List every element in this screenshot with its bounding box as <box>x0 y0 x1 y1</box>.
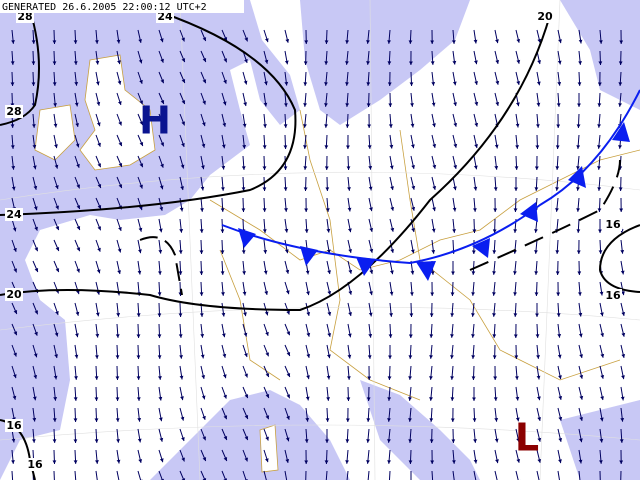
isobar-labels: 28 24 20 28 24 20 16 16 16 16 <box>5 10 622 471</box>
generated-stamp: GENERATED 26.6.2005 22:00:12 UTC+2 <box>2 2 207 13</box>
low-pressure: L <box>515 416 539 460</box>
isobar-label: 28 <box>17 10 32 23</box>
isobar-label: 16 <box>6 419 22 432</box>
high-pressure: H <box>139 99 171 143</box>
cold-front <box>221 89 640 281</box>
isobar-label: 24 <box>6 208 22 221</box>
isobar-label: 16 <box>605 289 621 302</box>
isobar-label: 20 <box>537 10 553 23</box>
isobar-label: 28 <box>6 105 21 118</box>
wind-arrows <box>10 29 626 480</box>
isobar-label: 16 <box>605 218 621 231</box>
header-bg <box>0 0 244 13</box>
isobars <box>0 9 640 480</box>
wind-shafts <box>11 29 625 480</box>
isobar-label: 24 <box>157 10 173 23</box>
isobar-label: 20 <box>6 288 22 301</box>
isobar-label: 16 <box>27 458 43 471</box>
